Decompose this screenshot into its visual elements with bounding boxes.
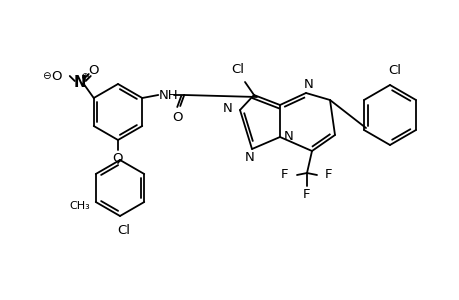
Text: F: F xyxy=(280,169,288,182)
Text: Cl: Cl xyxy=(231,62,244,76)
Text: O: O xyxy=(51,70,62,83)
Text: NH: NH xyxy=(158,88,178,101)
Text: ⊖: ⊖ xyxy=(42,71,51,81)
Text: Cl: Cl xyxy=(117,224,130,236)
Text: N: N xyxy=(284,130,293,142)
Text: F: F xyxy=(325,169,332,182)
Text: ⊕: ⊕ xyxy=(80,72,89,82)
Text: F: F xyxy=(302,188,310,202)
Text: CH₃: CH₃ xyxy=(69,201,90,211)
Text: Cl: Cl xyxy=(388,64,401,76)
Text: N: N xyxy=(303,77,313,91)
Text: O: O xyxy=(172,110,182,124)
Text: N: N xyxy=(223,101,232,115)
Text: O: O xyxy=(112,152,123,164)
Text: O: O xyxy=(88,64,99,76)
Text: N: N xyxy=(73,74,86,89)
Text: N: N xyxy=(245,151,254,164)
